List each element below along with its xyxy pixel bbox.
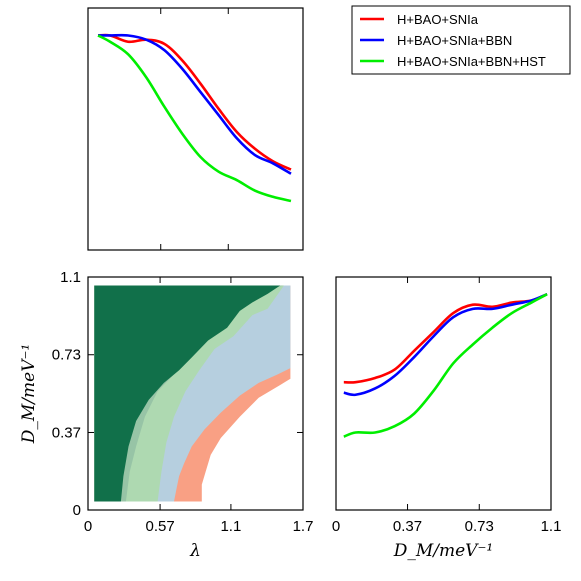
legend-label-3: H+BAO+SNIa+BBN+HST bbox=[397, 54, 546, 69]
contour-xtick-label: 0.57 bbox=[145, 518, 174, 535]
right-panel-xlabel: D_M/meV⁻¹ bbox=[393, 541, 494, 561]
right-panel-frame bbox=[335, 276, 552, 511]
contour-ylabel: D_M/meV⁻¹ bbox=[19, 344, 39, 445]
bottom-right-panel: 0 0.37 0.73 1.1 D_M/meV⁻¹ bbox=[332, 276, 562, 561]
contour-xtick-label: 0 bbox=[84, 518, 92, 535]
right-panel-series-2-line bbox=[343, 292, 548, 397]
contour-xtick-label: 1.7 bbox=[293, 518, 314, 535]
top-left-panel bbox=[87, 7, 304, 251]
contour-ytick-label: 0.37 bbox=[52, 424, 81, 441]
right-panel-xtick-label: 0.73 bbox=[465, 518, 494, 535]
top-panel-frame bbox=[87, 7, 304, 251]
legend: H+BAO+SNIa H+BAO+SNIa+BBN H+BAO+SNIa+BBN+H… bbox=[351, 5, 571, 75]
legend-label-1: H+BAO+SNIa bbox=[397, 12, 479, 27]
top-panel-series-2-line bbox=[98, 33, 292, 175]
right-panel-series-1-line bbox=[343, 292, 548, 384]
contour-xtick-label: 1.1 bbox=[220, 518, 241, 535]
right-panel-xtick-label: 1.1 bbox=[541, 518, 562, 535]
contour-ytick-label: 0 bbox=[73, 502, 81, 519]
top-panel-series-3-line bbox=[97, 34, 292, 203]
top-panel-series-1-line bbox=[97, 33, 292, 171]
legend-label-2: H+BAO+SNIa+BBN bbox=[397, 33, 512, 48]
contour-xlabel: λ bbox=[189, 541, 201, 561]
right-panel-xtick-label: 0 bbox=[332, 518, 340, 535]
contour-ytick-label: 1.1 bbox=[60, 269, 81, 286]
contour-ytick-label: 0.73 bbox=[52, 347, 81, 364]
right-panel-xtick-label: 0.37 bbox=[393, 518, 422, 535]
legend-box bbox=[351, 5, 571, 75]
bottom-left-panel: 0 0.57 1.1 1.7 0 0.37 0.73 1.1 λ D_M/meV⁻¹ bbox=[19, 269, 313, 561]
right-panel-series-3-line bbox=[343, 293, 548, 438]
contour-region-innermost bbox=[94, 285, 281, 502]
contour-panel-frame bbox=[87, 276, 304, 511]
